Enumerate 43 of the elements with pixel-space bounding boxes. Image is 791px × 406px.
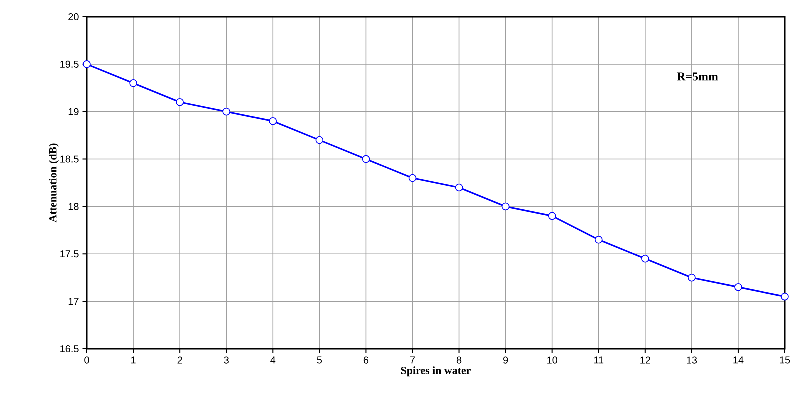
y-tick-label: 16.5: [60, 345, 79, 353]
point: [548, 212, 556, 220]
point: [781, 292, 789, 301]
x-tick-label: 3: [224, 356, 229, 364]
x-tick-label: 13: [687, 356, 698, 364]
x-tick-label: 14: [734, 356, 744, 364]
x-tick-label: 0: [84, 356, 90, 364]
y-tick-label: 18: [68, 203, 79, 210]
annotation: R=5mm: [677, 72, 718, 81]
point: [734, 283, 742, 292]
y-tick-label: 19: [68, 108, 79, 116]
y-tick-label: 19.5: [60, 60, 79, 68]
x-tick-label: 11: [594, 356, 604, 364]
point: [222, 108, 230, 116]
point: [594, 236, 603, 244]
x-tick-label: 5: [317, 356, 322, 364]
x-tick-label: 4: [270, 356, 276, 364]
y-tick-label: 20: [68, 13, 79, 21]
x-tick-label: 9: [504, 356, 508, 364]
point: [455, 184, 464, 192]
x-tick-label: 8: [456, 356, 462, 364]
point: [408, 174, 417, 182]
x-tick-label: 10: [548, 356, 558, 364]
point: [316, 136, 324, 144]
point: [362, 155, 370, 164]
point: [176, 98, 184, 106]
y-tick-label: 17: [68, 298, 79, 305]
x-tick-label: 7: [410, 356, 416, 364]
x-tick-label: 15: [780, 356, 790, 364]
point: [130, 80, 138, 88]
y-tick-label: 18.5: [60, 156, 79, 163]
x-tick-label: 12: [640, 356, 650, 364]
x-tick-label: 2: [178, 356, 182, 364]
x-tick-label: 6: [364, 356, 369, 364]
point: [502, 202, 510, 211]
y-axis-title: Attenuation (dB): [49, 144, 59, 223]
point: [642, 255, 650, 263]
x-axis-title: Spires in water: [401, 366, 471, 377]
point: [269, 117, 278, 126]
point: [688, 274, 696, 282]
x-tick-label: 1: [132, 356, 136, 364]
y-tick-label: 17.5: [60, 250, 79, 258]
point: [83, 60, 91, 68]
